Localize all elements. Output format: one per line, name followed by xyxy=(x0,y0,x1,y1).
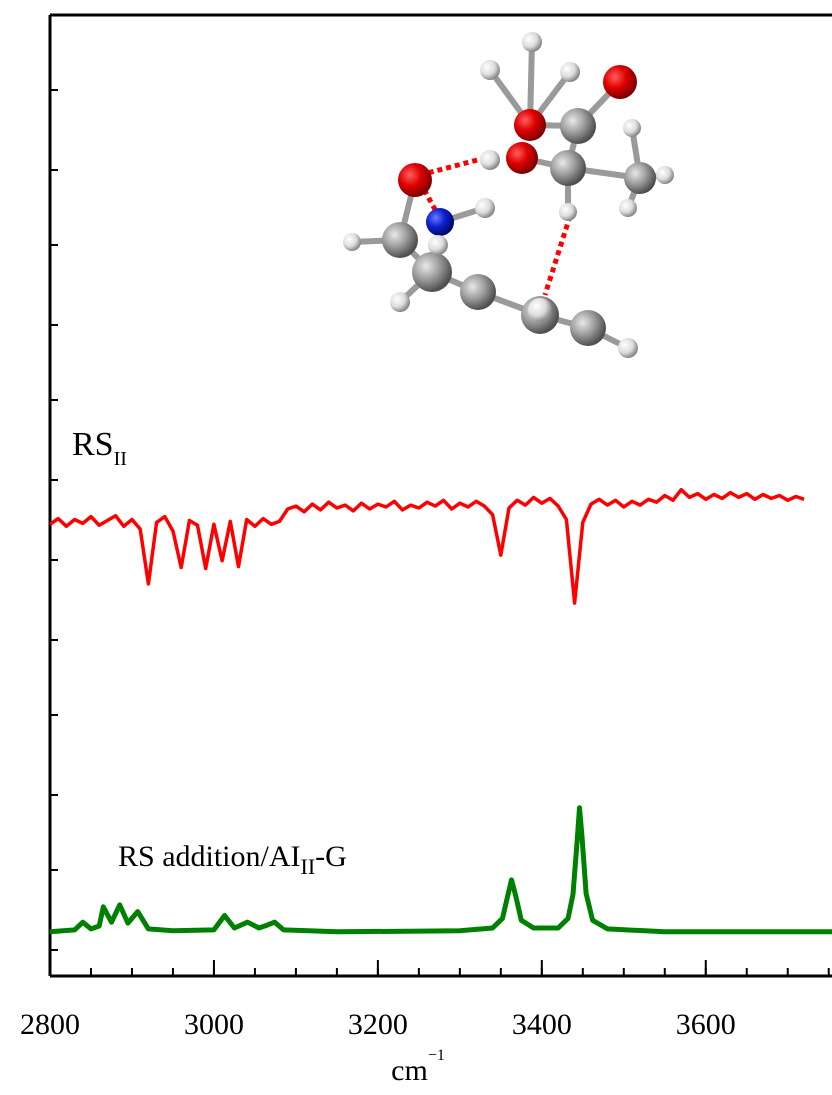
molecule xyxy=(343,32,674,358)
plot-frame xyxy=(48,13,832,978)
series-line xyxy=(49,805,832,935)
x-tick-label: 3600 xyxy=(676,1008,736,1041)
x-tick-label: 3200 xyxy=(348,1008,408,1041)
x-tick-label: 3400 xyxy=(512,1008,572,1041)
series-line xyxy=(49,487,805,605)
x-axis-label: cm−1 xyxy=(391,1047,445,1087)
x-tick-label: 3000 xyxy=(184,1008,244,1041)
annotation: RS addition/AIII-G xyxy=(118,840,347,879)
annotation: RSII xyxy=(72,426,127,470)
x-tick-label: 2800 xyxy=(20,1008,80,1041)
